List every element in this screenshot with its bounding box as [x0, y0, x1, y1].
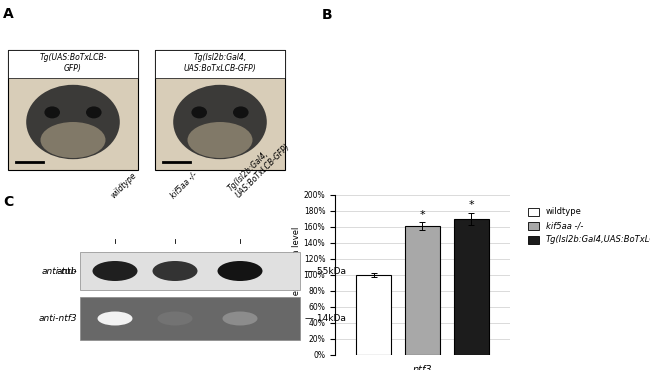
Ellipse shape [187, 122, 252, 158]
Ellipse shape [173, 85, 266, 159]
Text: C: C [3, 195, 13, 209]
Text: Tg(Isl2b:Gal4,
UAS:BoTxLCB-GFP): Tg(Isl2b:Gal4, UAS:BoTxLCB-GFP) [226, 135, 291, 200]
Bar [405, 226, 440, 355]
FancyBboxPatch shape [80, 252, 300, 290]
Text: Tg(UAS:BoTxLCB-: Tg(UAS:BoTxLCB- [39, 53, 107, 61]
Ellipse shape [233, 107, 248, 118]
Text: A: A [3, 7, 14, 21]
Text: wildtype: wildtype [109, 171, 138, 200]
Ellipse shape [86, 107, 101, 118]
Text: B: B [322, 8, 333, 22]
Text: GFP): GFP) [64, 64, 82, 73]
Text: UAS:BoTxLCB-GFP): UAS:BoTxLCB-GFP) [183, 64, 256, 73]
Ellipse shape [157, 312, 192, 326]
Ellipse shape [153, 261, 198, 281]
Text: anti-tub: anti-tub [42, 266, 77, 276]
Ellipse shape [218, 261, 263, 281]
FancyBboxPatch shape [80, 297, 300, 340]
FancyBboxPatch shape [155, 50, 285, 78]
FancyBboxPatch shape [8, 50, 138, 170]
Bar [454, 219, 489, 355]
Text: anti-ntf3: anti-ntf3 [38, 314, 77, 323]
Y-axis label: mRNA expression level: mRNA expression level [292, 226, 301, 324]
Ellipse shape [92, 261, 138, 281]
Ellipse shape [26, 85, 120, 159]
Text: *: * [420, 210, 425, 220]
Text: — 14kDa: — 14kDa [305, 314, 346, 323]
FancyBboxPatch shape [155, 50, 285, 170]
Ellipse shape [40, 122, 105, 158]
Text: *: * [468, 200, 474, 210]
Ellipse shape [222, 312, 257, 326]
Text: anti-: anti- [57, 266, 77, 276]
Ellipse shape [191, 107, 207, 118]
Ellipse shape [44, 107, 60, 118]
Text: kif5aa -/-: kif5aa -/- [168, 170, 199, 200]
Bar [356, 275, 391, 355]
Text: Tg(Isl2b:Gal4,: Tg(Isl2b:Gal4, [194, 53, 246, 61]
Text: — 55kDa: — 55kDa [305, 266, 346, 276]
Legend: wildtype, kif5aa -/-, Tg(Isl2b:Gal4,UAS:BoTxLCB-GFP): wildtype, kif5aa -/-, Tg(Isl2b:Gal4,UAS:… [524, 204, 650, 248]
FancyBboxPatch shape [8, 50, 138, 78]
Ellipse shape [98, 312, 133, 326]
